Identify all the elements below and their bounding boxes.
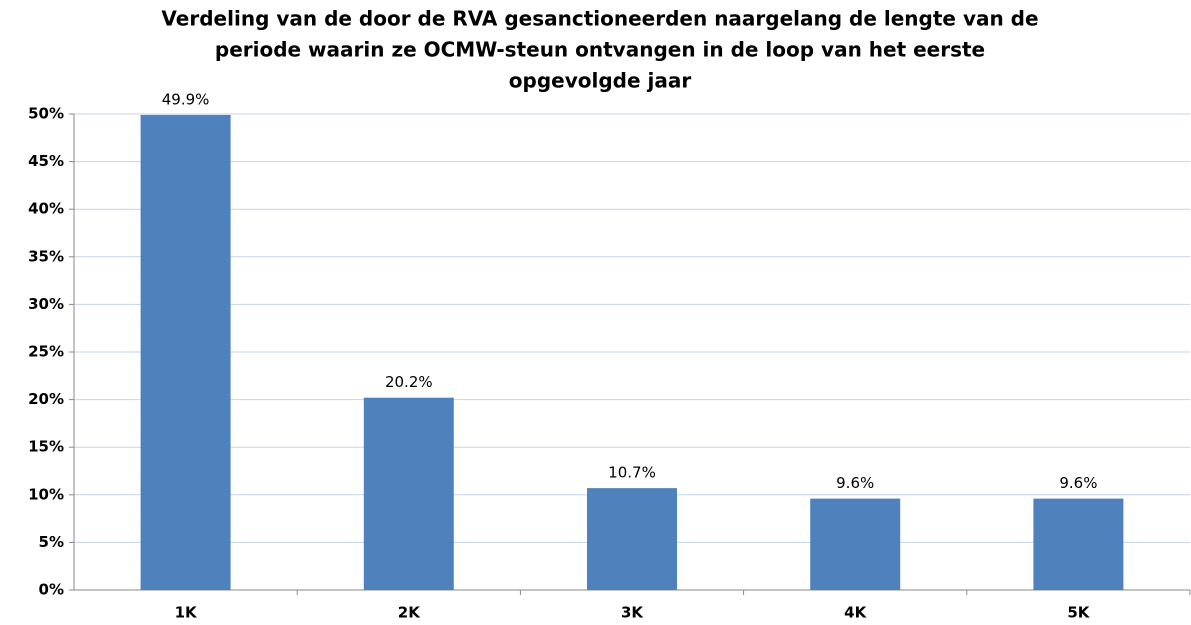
data-label: 49.9% [162,90,210,108]
y-tick-label: 15% [28,438,64,456]
data-label: 9.6% [1059,474,1097,492]
chart-title: opgevolgde jaar [509,69,692,93]
bar [363,397,454,590]
bar [810,498,901,590]
y-tick-label: 35% [28,247,64,265]
data-label: 10.7% [608,464,656,482]
x-tick-label: 1K [175,604,198,622]
y-tick-label: 5% [39,533,64,551]
x-tick-label: 4K [844,604,867,622]
x-tick-label: 5K [1067,604,1090,622]
y-tick-label: 0% [39,581,64,599]
data-label: 9.6% [836,474,874,492]
chart-title: periode waarin ze OCMW-steun ontvangen i… [215,38,985,62]
bar [1033,498,1124,590]
chart-title: Verdeling van de door de RVA gesanctione… [161,7,1038,31]
bar [587,488,677,590]
y-tick-label: 30% [28,295,64,313]
y-tick-label: 50% [28,105,64,123]
y-tick-label: 10% [28,485,64,503]
y-tick-label: 25% [28,343,64,361]
x-tick-label: 2K [398,604,421,622]
y-tick-label: 45% [28,152,64,170]
data-label: 20.2% [385,373,433,391]
y-tick-label: 20% [28,390,64,408]
y-tick-label: 40% [28,200,64,218]
bar [140,114,231,591]
x-tick-label: 3K [621,604,644,622]
